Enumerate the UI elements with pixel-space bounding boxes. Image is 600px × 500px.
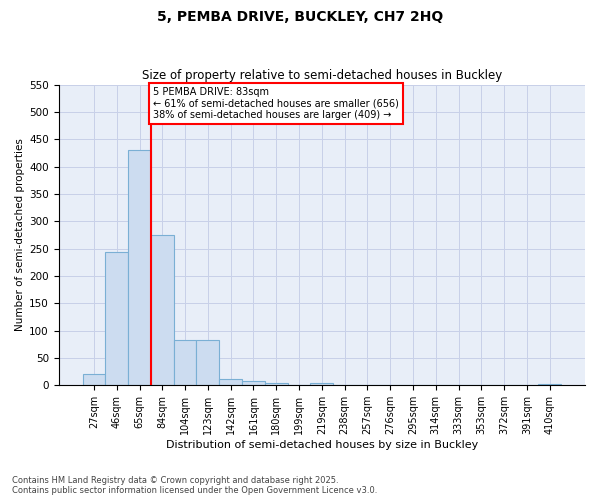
Bar: [106, 252, 128, 385]
Text: 5 PEMBA DRIVE: 83sqm
← 61% of semi-detached houses are smaller (656)
38% of semi: 5 PEMBA DRIVE: 83sqm ← 61% of semi-detac…: [153, 88, 399, 120]
Bar: [219, 378, 242, 385]
Bar: [265, 383, 287, 385]
Bar: [242, 381, 265, 385]
Y-axis label: Number of semi-detached properties: Number of semi-detached properties: [15, 138, 25, 332]
X-axis label: Distribution of semi-detached houses by size in Buckley: Distribution of semi-detached houses by …: [166, 440, 478, 450]
Bar: [174, 340, 196, 385]
Bar: [196, 340, 219, 385]
Text: Contains HM Land Registry data © Crown copyright and database right 2025.
Contai: Contains HM Land Registry data © Crown c…: [12, 476, 377, 495]
Bar: [310, 383, 333, 385]
Bar: [151, 235, 174, 385]
Bar: [128, 150, 151, 385]
Title: Size of property relative to semi-detached houses in Buckley: Size of property relative to semi-detach…: [142, 69, 502, 82]
Text: 5, PEMBA DRIVE, BUCKLEY, CH7 2HQ: 5, PEMBA DRIVE, BUCKLEY, CH7 2HQ: [157, 10, 443, 24]
Bar: [538, 384, 561, 385]
Bar: [83, 374, 106, 385]
